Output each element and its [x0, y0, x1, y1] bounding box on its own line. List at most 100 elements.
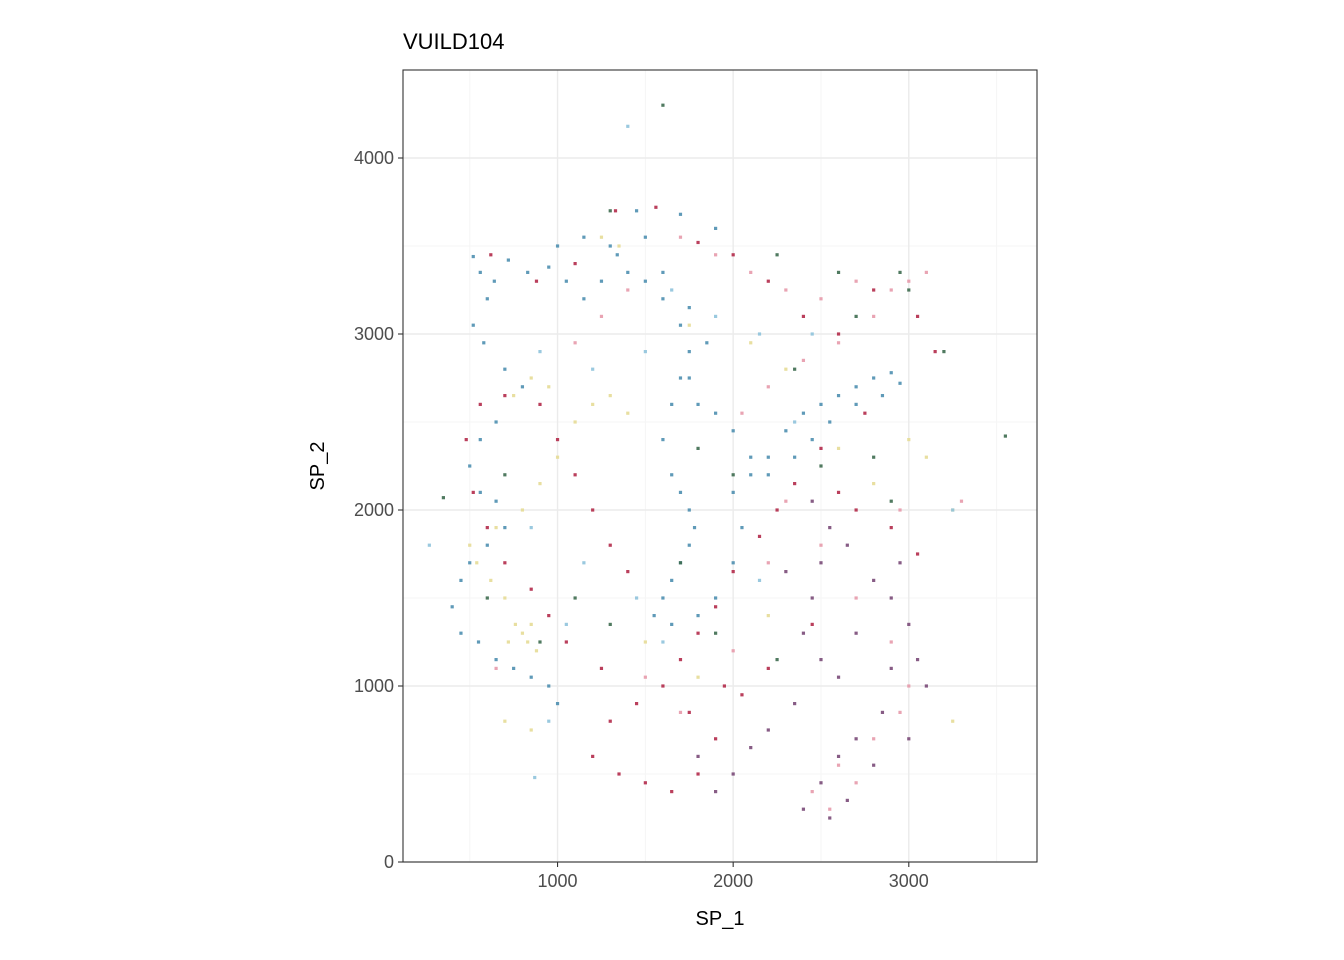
data-point: [898, 270, 902, 274]
data-point: [819, 297, 823, 301]
data-point: [608, 719, 612, 723]
data-point: [615, 253, 619, 257]
data-point: [529, 675, 533, 679]
data-point: [872, 288, 876, 292]
data-point: [854, 631, 858, 635]
data-point: [801, 314, 806, 318]
data-point: [661, 640, 665, 644]
data-point: [643, 279, 647, 283]
data-point: [485, 596, 489, 600]
data-point: [678, 490, 683, 494]
data-point: [731, 253, 735, 257]
data-point: [494, 499, 498, 503]
data-point: [459, 631, 463, 635]
data-point: [582, 297, 586, 301]
data-point: [696, 402, 700, 406]
data-point: [819, 402, 823, 406]
data-point: [784, 288, 788, 292]
data-point: [714, 314, 718, 318]
y-tick-label: 4000: [354, 148, 394, 168]
data-point: [459, 578, 463, 582]
data-point: [533, 775, 537, 780]
data-point: [828, 526, 832, 530]
y-tick-label: 1000: [354, 676, 394, 696]
data-point: [740, 411, 744, 415]
data-point: [555, 702, 560, 706]
data-point: [714, 605, 718, 609]
data-point: [478, 490, 482, 494]
data-point: [766, 561, 770, 565]
data-point: [573, 262, 577, 266]
data-point: [643, 640, 647, 644]
data-point: [836, 763, 841, 767]
data-point: [749, 455, 753, 459]
data-point: [898, 710, 902, 714]
data-point: [468, 561, 472, 565]
data-point: [564, 622, 568, 626]
data-point: [696, 446, 700, 450]
data-point: [613, 209, 618, 213]
data-point: [643, 350, 647, 354]
data-point: [564, 640, 568, 644]
data-point: [714, 790, 718, 794]
data-point: [626, 270, 630, 274]
data-point: [854, 737, 858, 741]
data-point: [854, 314, 858, 318]
data-point: [872, 376, 876, 380]
data-point: [836, 490, 841, 494]
data-point: [907, 622, 911, 626]
data-point: [591, 402, 595, 406]
data-point: [475, 561, 479, 565]
data-point: [880, 710, 885, 714]
data-point: [845, 798, 849, 802]
data-point: [828, 807, 832, 811]
data-point: [889, 499, 893, 503]
data-point: [819, 446, 823, 450]
data-point: [705, 341, 709, 345]
data-point: [678, 212, 683, 216]
data-point: [924, 684, 928, 688]
data-point: [696, 614, 700, 618]
data-point: [784, 367, 788, 371]
data-point: [478, 270, 482, 274]
data-point: [757, 534, 762, 538]
data-point: [526, 640, 530, 644]
data-point: [854, 385, 858, 389]
data-point: [678, 658, 683, 662]
data-point: [471, 254, 475, 259]
data-point: [872, 455, 876, 459]
data-point: [555, 455, 560, 459]
data-point: [784, 499, 788, 503]
data-point: [889, 526, 893, 530]
y-tick-label: 0: [384, 852, 394, 872]
data-point: [810, 790, 814, 794]
data-point: [872, 763, 876, 767]
data-point: [573, 473, 577, 477]
x-axis-ticks: 1000 2000 3000: [538, 862, 929, 891]
data-point: [740, 693, 744, 697]
data-point: [951, 719, 955, 723]
data-point: [670, 288, 674, 292]
data-point: [608, 543, 612, 547]
data-point: [503, 526, 507, 530]
data-point: [854, 279, 858, 283]
data-point: [828, 816, 832, 820]
data-point: [951, 508, 955, 512]
data-point: [889, 596, 893, 600]
data-point: [670, 402, 674, 406]
data-point: [757, 332, 762, 336]
data-point: [489, 578, 493, 582]
data-point: [819, 561, 823, 565]
data-point: [942, 350, 946, 354]
data-point: [836, 341, 841, 345]
data-point: [915, 552, 920, 556]
data-point: [617, 244, 621, 248]
data-point: [819, 658, 823, 662]
data-point: [714, 253, 718, 257]
data-point: [696, 772, 700, 776]
data-point: [485, 297, 489, 301]
data-point: [872, 482, 876, 486]
data-point: [854, 508, 858, 512]
data-point: [520, 508, 525, 512]
